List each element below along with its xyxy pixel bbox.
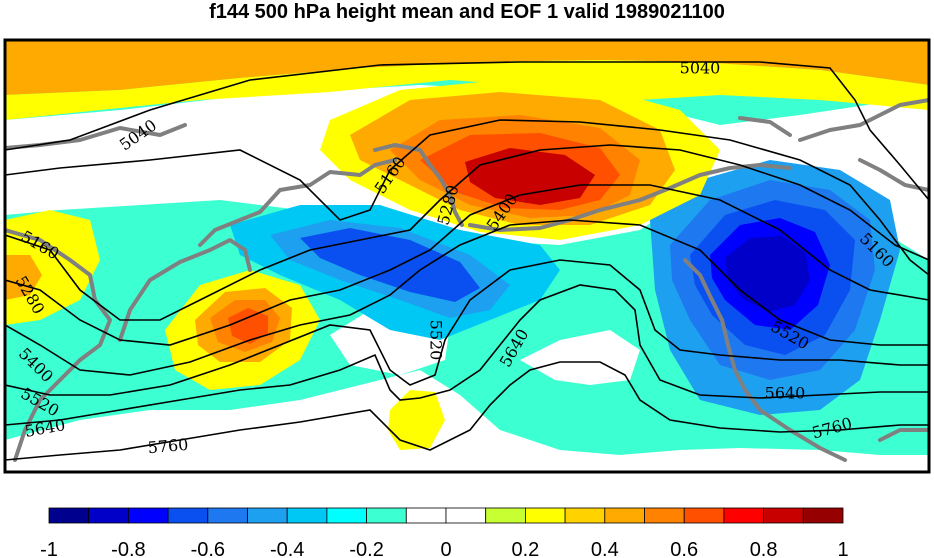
- colorbar: [48, 507, 844, 524]
- colorbar-tick-label: -0.6: [191, 539, 225, 558]
- contour-label: 5760: [147, 435, 189, 457]
- contour-label: 5640: [765, 384, 806, 403]
- colorbar-swatch: [127, 507, 169, 524]
- colorbar-swatch: [207, 507, 248, 524]
- field-positive-lobe-core: [465, 148, 595, 205]
- colorbar-tick-label: -0.8: [111, 539, 145, 558]
- contour-label: 5520: [427, 320, 446, 361]
- colorbar-tick-label: 0.2: [511, 539, 539, 558]
- colorbar-swatch: [644, 507, 685, 524]
- colorbar-tick-label: 0: [440, 539, 451, 558]
- colorbar-tick-label: 1: [837, 539, 848, 558]
- colorbar-tick-label: 0.8: [750, 539, 778, 558]
- colorbar-swatch: [485, 507, 526, 524]
- colorbar-tick-label: -0.4: [270, 539, 304, 558]
- colorbar-swatch: [763, 507, 804, 524]
- field-sc-positive-core: [228, 308, 268, 344]
- map-frame: [3, 38, 931, 474]
- colorbar-swatch: [48, 507, 90, 524]
- contour-label: 5040: [680, 59, 721, 78]
- colorbar-swatch: [247, 507, 288, 524]
- map-title: f144 500 hPa height mean and EOF 1 valid…: [209, 1, 725, 23]
- coastlines: [5, 98, 929, 462]
- colorbar-tick-labels: -1 -0.8 -0.6 -0.4 -0.2 0 0.2 0.4 0.6 0.8 1: [40, 539, 848, 558]
- colorbar-swatch: [683, 507, 725, 524]
- map-panel: 5040 5040 5160 5160 5160 5280 5280 5400 …: [5, 40, 929, 472]
- colorbar-swatch: [445, 507, 487, 524]
- colorbar-swatch: [286, 507, 328, 524]
- colorbar-swatch: [405, 507, 447, 524]
- colorbar-swatch: [326, 507, 367, 524]
- colorbar-swatch: [167, 507, 209, 524]
- colorbar-tick-label: -0.2: [349, 539, 383, 558]
- field-positive-north-band: [5, 40, 929, 95]
- field-south-positive: [388, 390, 445, 450]
- colorbar-swatch: [564, 507, 606, 524]
- colorbar-tick-label: 0.6: [670, 539, 698, 558]
- colorbar-swatch: [88, 507, 129, 524]
- colorbar-tick-label: 0.4: [591, 539, 619, 558]
- field-east-negative-core: [725, 236, 810, 312]
- height-contours: [5, 61, 929, 461]
- colorbar-tick-label: -1: [40, 539, 58, 558]
- colorbar-swatch: [366, 507, 407, 524]
- field-negative-core: [300, 228, 480, 302]
- colorbar-swatch: [723, 507, 765, 524]
- field-positive-north-yellow: [5, 60, 929, 120]
- colorbar-swatch: [802, 507, 844, 524]
- colorbar-swatch: [604, 507, 645, 524]
- colorbar-swatch: [525, 507, 566, 524]
- field-white-south: [5, 370, 929, 472]
- field-white-south-2: [520, 330, 640, 385]
